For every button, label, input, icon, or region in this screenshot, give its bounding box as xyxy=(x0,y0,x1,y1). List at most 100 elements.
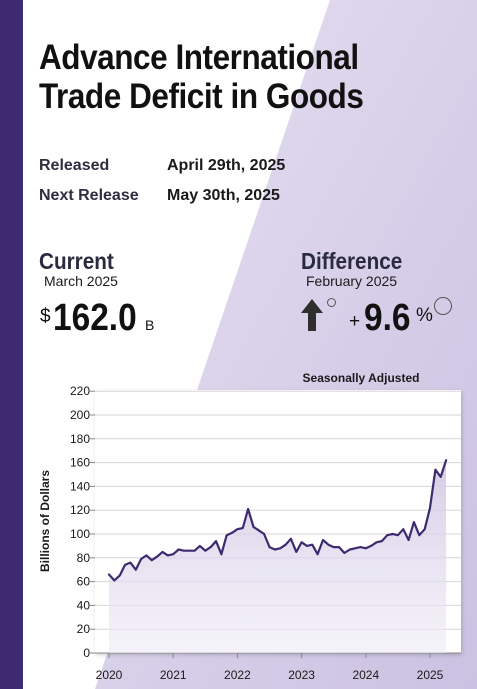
data-point xyxy=(161,551,164,553)
y-tick-label: 40 xyxy=(77,598,91,612)
data-point xyxy=(413,521,415,523)
difference-unit: % xyxy=(416,305,433,326)
data-point xyxy=(397,534,399,536)
current-label: Current xyxy=(39,248,114,274)
small-circle-icon xyxy=(327,298,336,307)
data-point xyxy=(322,539,324,541)
data-point xyxy=(424,528,426,530)
data-point xyxy=(349,548,351,551)
difference-label: Difference xyxy=(301,248,403,274)
data-point xyxy=(231,532,233,534)
data-point xyxy=(242,527,244,529)
data-point xyxy=(113,579,115,582)
data-point xyxy=(124,564,126,566)
data-point xyxy=(285,544,287,546)
x-tick-label: 2022 xyxy=(224,668,251,682)
data-point xyxy=(295,551,297,553)
data-point xyxy=(392,533,394,535)
data-point xyxy=(375,541,378,543)
data-point xyxy=(119,575,121,577)
data-point xyxy=(220,553,222,555)
data-point xyxy=(188,550,190,552)
data-point xyxy=(279,547,281,549)
y-tick-label: 120 xyxy=(70,503,90,517)
data-point xyxy=(167,554,169,557)
data-point xyxy=(343,552,345,554)
series-line xyxy=(107,459,448,582)
released-label: Released xyxy=(39,157,110,174)
left-accent-bar xyxy=(0,0,23,689)
current-period: March 2025 xyxy=(44,273,118,289)
y-tick-label: 160 xyxy=(70,456,90,470)
data-point xyxy=(429,507,431,509)
data-point xyxy=(402,528,404,530)
data-point xyxy=(274,548,276,551)
current-value: 162.0 xyxy=(53,297,137,339)
data-point xyxy=(252,526,255,528)
current-currency: $ xyxy=(40,306,51,327)
data-point xyxy=(386,534,388,536)
y-tick-label: 0 xyxy=(83,646,90,660)
x-tick-label: 2023 xyxy=(288,668,315,682)
data-point xyxy=(327,544,329,546)
title-line-1: Advance International xyxy=(39,38,359,77)
data-point xyxy=(418,534,420,536)
data-point xyxy=(338,546,340,548)
data-point xyxy=(210,546,212,548)
circle-icon xyxy=(434,297,452,315)
data-point xyxy=(365,547,367,549)
data-point xyxy=(226,534,228,536)
difference-period: February 2025 xyxy=(306,273,398,289)
x-tick-label: 2020 xyxy=(96,668,123,682)
y-axis-label: Billions of Dollars xyxy=(38,470,52,572)
data-point xyxy=(290,538,292,540)
data-point xyxy=(381,540,383,542)
chart-title: Seasonally Adjusted xyxy=(303,371,420,385)
difference-value: 9.6 xyxy=(364,297,411,339)
data-point xyxy=(204,550,206,552)
x-tick-label: 2021 xyxy=(160,668,187,682)
data-point xyxy=(156,556,158,558)
data-point xyxy=(359,546,361,548)
current-unit: B xyxy=(145,317,155,333)
y-tick-label: 220 xyxy=(70,384,90,398)
y-tick-label: 180 xyxy=(70,432,90,446)
data-point xyxy=(440,476,442,478)
data-point xyxy=(258,529,260,532)
page-title: Advance International Trade Deficit in G… xyxy=(39,38,417,116)
y-tick-label: 20 xyxy=(77,622,91,636)
data-point xyxy=(434,469,436,471)
next-release-label: Next Release xyxy=(39,187,139,204)
data-point xyxy=(135,569,137,571)
y-tick-label: 200 xyxy=(70,408,90,422)
data-point xyxy=(145,554,147,557)
data-point xyxy=(151,559,153,561)
data-point xyxy=(172,553,174,555)
data-point xyxy=(183,550,185,552)
y-tick-label: 140 xyxy=(70,479,90,493)
y-tick-label: 60 xyxy=(77,575,91,589)
data-point xyxy=(354,547,356,549)
data-point xyxy=(370,545,372,547)
data-point xyxy=(333,546,335,548)
data-point xyxy=(311,544,313,546)
data-point xyxy=(236,528,238,530)
data-point xyxy=(301,541,303,543)
data-point xyxy=(247,508,249,510)
data-point xyxy=(215,540,217,542)
released-value: April 29th, 2025 xyxy=(167,157,286,174)
data-point xyxy=(129,562,131,564)
data-point xyxy=(306,545,308,547)
x-tick-label: 2024 xyxy=(352,668,379,682)
data-point xyxy=(408,539,410,541)
data-point xyxy=(268,546,271,548)
data-point xyxy=(108,573,110,576)
title-line-2: Trade Deficit in Goods xyxy=(39,77,364,116)
x-tick-label: 2025 xyxy=(417,668,444,682)
y-tick-label: 100 xyxy=(70,527,90,541)
arrow-up-icon xyxy=(301,299,323,331)
data-point xyxy=(317,553,319,555)
difference-sign: + xyxy=(349,311,361,332)
data-point xyxy=(194,550,196,552)
